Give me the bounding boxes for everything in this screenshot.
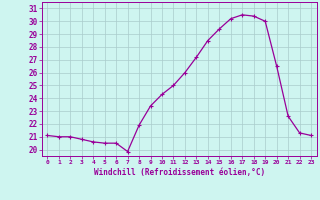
X-axis label: Windchill (Refroidissement éolien,°C): Windchill (Refroidissement éolien,°C) xyxy=(94,168,265,177)
